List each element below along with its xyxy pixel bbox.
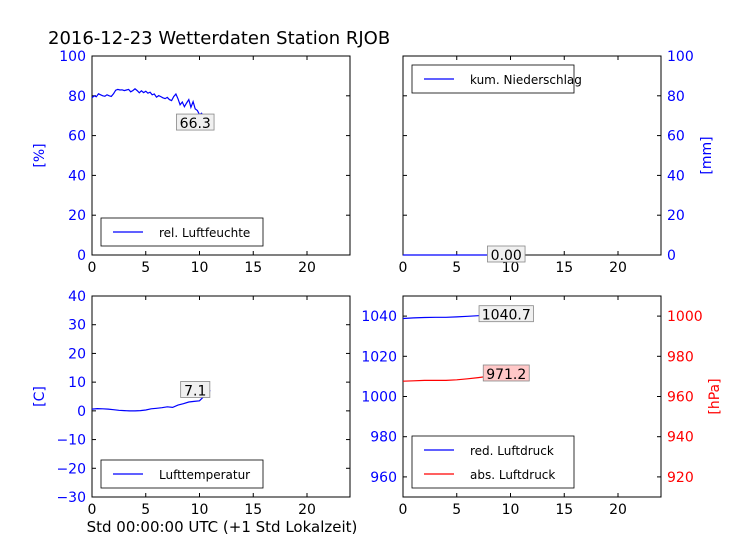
value-annotation: 1040.7	[482, 308, 531, 324]
y-tick-label-right: 940	[667, 430, 694, 446]
y-tick-label-left: 40	[68, 289, 86, 305]
y-tick-label-left: −30	[56, 490, 86, 506]
legend-frame	[100, 459, 264, 489]
x-tick-label: 20	[609, 502, 627, 518]
y-tick-label-left: 100	[59, 49, 86, 65]
y-tick-label-right: 980	[667, 349, 694, 365]
x-tick-label: 15	[244, 502, 262, 518]
y-tick-label-left: 0	[77, 248, 86, 264]
value-annotation-box	[180, 381, 211, 398]
y-tick-label-left: 80	[68, 89, 86, 105]
y-axis-label-left: [%]	[32, 143, 48, 167]
y-axis-label-left: [C]	[32, 386, 48, 407]
series-line-humidity-0	[91, 88, 211, 125]
value-annotation-box	[176, 113, 215, 131]
x-tick-label: 5	[452, 260, 461, 276]
legend-humidity: rel. Luftfeuchte	[100, 217, 264, 247]
y-tick-label-left: 1040	[361, 309, 397, 325]
legend-label: abs. Luftdruck	[470, 468, 555, 482]
y-tick-label-left: −20	[56, 461, 86, 477]
x-tick-label: 10	[502, 502, 520, 518]
x-tick-label: 20	[298, 260, 316, 276]
y-tick-label-left: 1020	[361, 349, 397, 365]
value-annotation: 7.1	[184, 383, 206, 399]
x-tick-label: 15	[555, 502, 573, 518]
value-annotation: 0.00	[491, 248, 522, 264]
y-tick-label-left: 10	[68, 375, 86, 391]
y-tick-label-right: 80	[667, 89, 685, 105]
x-tick-label: 10	[191, 502, 209, 518]
value-annotation: 66.3	[180, 116, 211, 132]
x-tick-label: 10	[502, 260, 520, 276]
y-tick-label-right: 0	[667, 248, 676, 264]
y-axis-label-right: [hPa]	[707, 378, 723, 414]
legend-temperature: Lufttemperatur	[100, 459, 264, 489]
x-tick-label: 10	[191, 260, 209, 276]
shared-x-axis-label: Std 00:00:00 UTC (+1 Std Lokalzeit)	[87, 518, 358, 536]
y-tick-label-right: 920	[667, 470, 694, 486]
legend-label: kum. Niederschlag	[470, 73, 582, 87]
y-tick-label-left: 0	[77, 404, 86, 420]
x-tick-label: 20	[298, 502, 316, 518]
value-annotation-box	[478, 305, 534, 323]
y-tick-label-right: 60	[667, 129, 685, 145]
x-tick-label: 5	[452, 502, 461, 518]
legend-frame	[411, 435, 575, 489]
y-tick-label-left: 60	[68, 129, 86, 145]
series-line-temperature-0	[91, 389, 211, 412]
y-tick-label-right: 960	[667, 390, 694, 406]
y-tick-label-right: 100	[667, 49, 694, 65]
y-tick-label-left: 20	[68, 208, 86, 224]
y-tick-label-right: 1000	[667, 309, 703, 325]
x-tick-label: 0	[399, 260, 408, 276]
y-tick-label-left: 960	[370, 470, 397, 486]
figure-title: 2016-12-23 Wetterdaten Station RJOB	[48, 28, 390, 49]
chart-precipitation: 0 5 10 15 20 0 20 40 60 80 100 [mm] 0.00 kum. Nieders…	[399, 49, 715, 276]
x-tick-label: 5	[141, 502, 150, 518]
x-tick-label: 0	[88, 502, 97, 518]
x-tick-label: 15	[244, 260, 262, 276]
legend-label: Lufttemperatur	[159, 468, 250, 482]
legend-precipitation: kum. Niederschlag	[411, 64, 582, 94]
y-tick-label-left: 20	[68, 346, 86, 362]
value-annotation-box	[482, 364, 530, 382]
legend-label: rel. Luftfeuchte	[159, 226, 250, 240]
x-tick-label: 0	[399, 502, 408, 518]
value-annotation-box	[487, 245, 526, 263]
legend-label: red. Luftdruck	[470, 444, 554, 458]
y-tick-label-right: 20	[667, 208, 685, 224]
x-tick-label: 0	[88, 260, 97, 276]
x-tick-label: 5	[141, 260, 150, 276]
x-tick-label: 20	[609, 260, 627, 276]
value-annotation: 971.2	[486, 367, 526, 383]
legend-pressure: red. Luftdruck abs. Luftdruck	[411, 435, 575, 489]
y-tick-label-left: 1000	[361, 390, 397, 406]
y-tick-label-right: 40	[667, 168, 685, 184]
chart-humidity: 0 5 10 15 20 0 20 40 60 80 100 [%] 66.3 rel. Luftfeuc…	[32, 49, 351, 276]
chart-pressure: 0 5 10 15 20 960 980 1000 1020 1040 920 940 960 980 10…	[361, 295, 723, 518]
y-tick-label-left: 40	[68, 168, 86, 184]
y-axis-label-right: [mm]	[699, 136, 715, 174]
chart-temperature: 0 5 10 15 20 −30 −20 −10 0 10 20 30 40 [C] 7.1 Lufttemp…	[32, 289, 351, 518]
y-tick-label-left: −10	[56, 433, 86, 449]
y-tick-label-left: 980	[370, 430, 397, 446]
x-tick-label: 15	[555, 260, 573, 276]
y-tick-label-left: 30	[68, 318, 86, 334]
